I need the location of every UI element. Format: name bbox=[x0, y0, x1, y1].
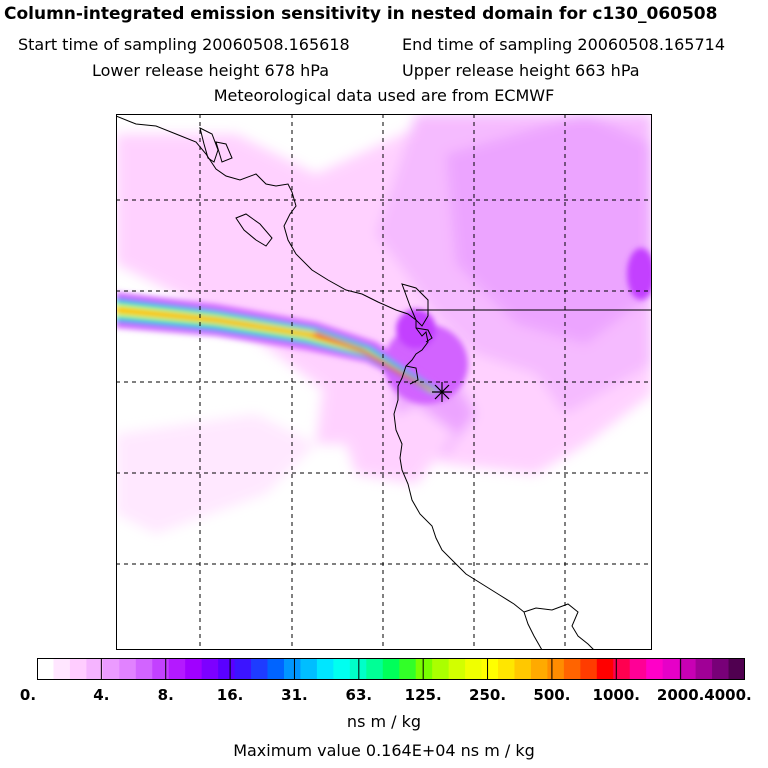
colorbar-swatch bbox=[530, 658, 549, 680]
colorbar bbox=[37, 658, 745, 680]
lower-release-label: Lower release height 678 hPa bbox=[92, 61, 330, 80]
colorbar-tick-label: 1000. bbox=[592, 686, 640, 704]
maximum-value-label: Maximum value 0.164E+04 ns m / kg bbox=[233, 741, 535, 760]
colorbar-swatch bbox=[432, 658, 450, 680]
colorbar-swatch bbox=[234, 658, 252, 680]
met-data-label: Meteorological data used are from ECMWF bbox=[213, 86, 555, 105]
colorbar-swatch bbox=[712, 658, 730, 680]
colorbar-tick-label: 125. bbox=[404, 686, 442, 704]
colorbar-swatch bbox=[596, 658, 614, 680]
colorbar-swatch bbox=[382, 658, 400, 680]
sensitivity-field bbox=[116, 114, 652, 534]
colorbar-swatch bbox=[37, 658, 55, 680]
colorbar-tick-label: 31. bbox=[281, 686, 308, 704]
colorbar-swatch bbox=[53, 658, 71, 680]
colorbar-swatch bbox=[86, 658, 104, 680]
colorbar-swatch bbox=[333, 658, 351, 680]
colorbar-swatch bbox=[366, 658, 384, 680]
colorbar-swatch bbox=[563, 658, 581, 680]
colorbar-swatch bbox=[218, 658, 236, 680]
colorbar-swatch bbox=[580, 658, 598, 680]
colorbar-swatch bbox=[662, 658, 680, 680]
colorbar-swatch bbox=[498, 658, 516, 680]
colorbar-swatch bbox=[695, 658, 713, 680]
colorbar-tick-label: 500. bbox=[533, 686, 571, 704]
colorbar-swatch bbox=[465, 658, 483, 680]
coastline bbox=[116, 115, 595, 650]
sensitivity-map bbox=[116, 114, 652, 650]
colorbar-swatch bbox=[283, 658, 302, 680]
end-time-label: End time of sampling 20060508.165714 bbox=[402, 35, 725, 54]
colorbar-tick-label: 250. bbox=[469, 686, 507, 704]
colorbar-swatch bbox=[119, 658, 137, 680]
colorbar-swatch bbox=[251, 658, 269, 680]
colorbar-swatch bbox=[399, 658, 417, 680]
colorbar-swatch bbox=[448, 658, 466, 680]
colorbar-swatch bbox=[481, 658, 499, 680]
colorbar-swatch bbox=[514, 658, 532, 680]
colorbar-tick-label: 0. bbox=[19, 686, 37, 704]
colorbar-swatch bbox=[102, 658, 120, 680]
colorbar-swatch bbox=[267, 658, 285, 680]
colorbar-tick-label: 4000. bbox=[704, 686, 752, 704]
colorbar-tick-label: 8. bbox=[157, 686, 174, 704]
colorbar-swatch bbox=[629, 658, 647, 680]
colorbar-frame bbox=[37, 658, 745, 680]
colorbar-swatch bbox=[415, 658, 433, 680]
colorbar-swatch bbox=[201, 658, 219, 680]
colorbar-swatch bbox=[152, 658, 170, 680]
colorbar-tick-label: 2000. bbox=[656, 686, 705, 704]
colorbar-swatch bbox=[646, 658, 664, 680]
colorbar-units: ns m / kg bbox=[346, 712, 422, 731]
colorbar-swatch bbox=[168, 658, 186, 680]
map-frame bbox=[116, 114, 652, 650]
colorbar-swatch bbox=[728, 658, 745, 680]
colorbar-swatch bbox=[316, 658, 334, 680]
colorbar-tick-label: 16. bbox=[216, 686, 244, 704]
colorbar-tick-label: 63. bbox=[345, 686, 373, 704]
colorbar-swatch bbox=[69, 658, 87, 680]
map-title: Column-integrated emission sensitivity i… bbox=[4, 4, 718, 24]
colorbar-swatch bbox=[300, 658, 318, 680]
colorbar-swatch bbox=[135, 658, 153, 680]
colorbar-swatch bbox=[613, 658, 631, 680]
asterisk-release-point-icon bbox=[432, 382, 452, 402]
colorbar-swatch bbox=[185, 658, 203, 680]
colorbar-swatch bbox=[679, 658, 697, 680]
graticule bbox=[116, 114, 652, 650]
upper-release-label: Upper release height 663 hPa bbox=[402, 61, 640, 80]
colorbar-tick-label: 4. bbox=[93, 686, 110, 704]
start-time-label: Start time of sampling 20060508.165618 bbox=[18, 35, 350, 54]
colorbar-swatch bbox=[547, 658, 565, 680]
